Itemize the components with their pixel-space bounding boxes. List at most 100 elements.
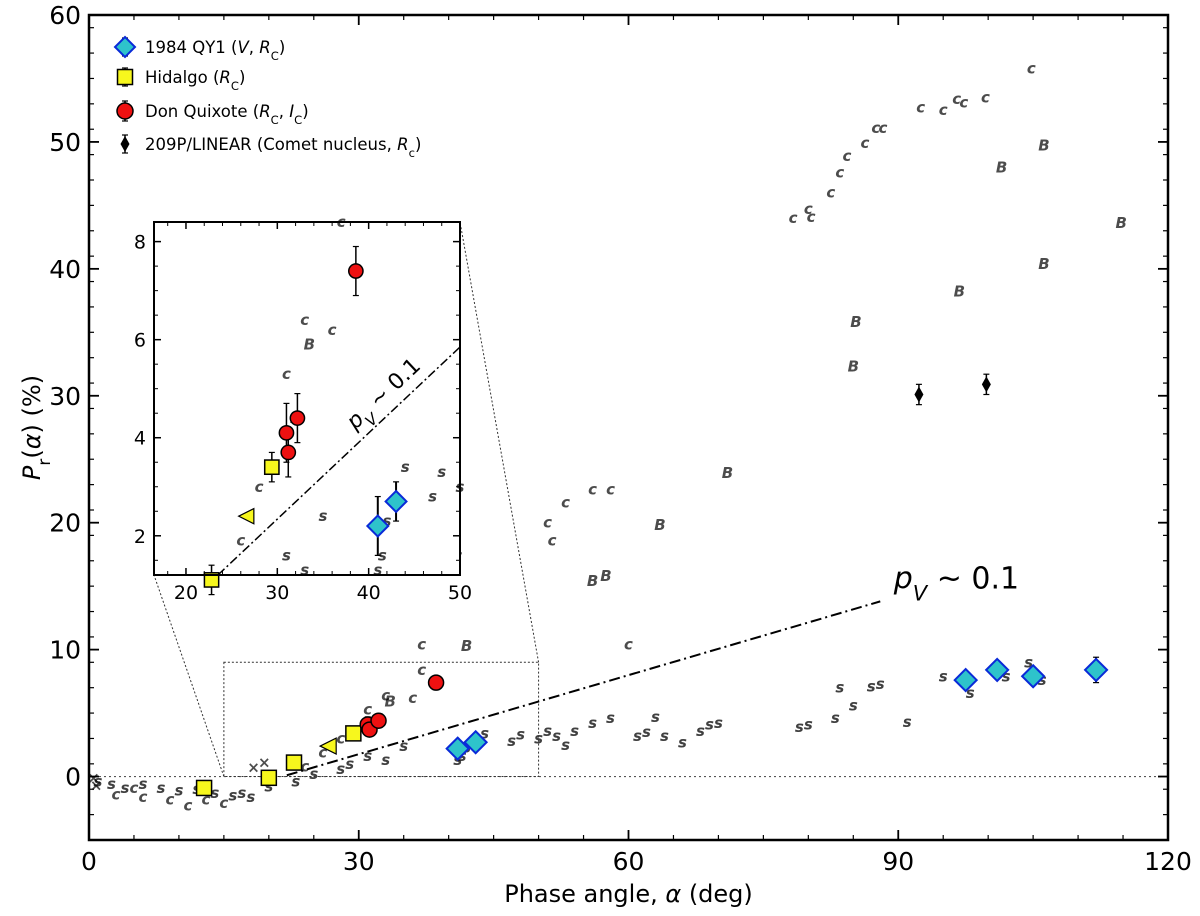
background-S-mark: s bbox=[606, 709, 615, 727]
background-C-mark: c bbox=[300, 757, 309, 775]
background-C-mark: c bbox=[835, 163, 844, 181]
background-x-mark: × bbox=[247, 759, 260, 777]
background-S-mark: s bbox=[876, 675, 885, 693]
background-C-mark: c bbox=[861, 134, 870, 152]
zoom-connector bbox=[153, 574, 225, 777]
background-C-mark: c bbox=[624, 636, 633, 654]
background-C-mark: c bbox=[300, 311, 309, 329]
inset-frame bbox=[153, 221, 461, 576]
background-S-mark: s bbox=[363, 747, 372, 765]
background-S-mark: s bbox=[804, 716, 813, 734]
background-S-mark: s bbox=[849, 696, 858, 714]
background-C-mark: c bbox=[255, 478, 264, 496]
main-points bbox=[195, 376, 1109, 797]
background-S-mark: s bbox=[714, 714, 723, 732]
background-B-mark: B bbox=[385, 693, 396, 711]
series-1-point bbox=[260, 769, 278, 787]
background-S-mark: s bbox=[795, 718, 804, 736]
background-C-mark: c bbox=[165, 790, 174, 808]
background-S-mark: s bbox=[210, 784, 219, 802]
series-1-point bbox=[345, 725, 362, 742]
background-S-mark: s bbox=[696, 722, 705, 740]
background-S-mark: s bbox=[138, 775, 147, 793]
background-B-mark: B bbox=[654, 516, 665, 534]
background-B-mark: B bbox=[304, 336, 315, 354]
background-C-mark: c bbox=[201, 790, 210, 808]
background-C-mark: c bbox=[219, 794, 228, 812]
background-S-mark: s bbox=[633, 727, 642, 745]
background-S-mark: s bbox=[336, 760, 345, 778]
background-x-mark: × bbox=[90, 776, 103, 794]
background-B-mark: B bbox=[954, 283, 965, 301]
legend-label-0: 1984 QY1 (V, RC) bbox=[145, 38, 285, 63]
background-S-mark: s bbox=[903, 713, 912, 731]
background-S-mark: s bbox=[309, 765, 318, 783]
background-C-mark: c bbox=[939, 101, 948, 119]
background-C-mark: c bbox=[548, 531, 557, 549]
background-S-mark: s bbox=[660, 727, 669, 745]
zoom-connector bbox=[459, 221, 540, 663]
background-C-mark: c bbox=[543, 514, 552, 532]
background-S-mark: s bbox=[480, 724, 489, 742]
y-tick-label: 20 bbox=[49, 509, 81, 538]
background-S-mark: s bbox=[228, 787, 237, 805]
background-C-mark: c bbox=[588, 481, 597, 499]
background-C-mark: c bbox=[236, 532, 245, 550]
legend-label-1: Hidalgo (RC) bbox=[145, 68, 245, 93]
inset-points bbox=[203, 263, 408, 588]
y-tick-label: 50 bbox=[49, 128, 81, 157]
series-0-point bbox=[384, 489, 408, 514]
background-C-mark: c bbox=[561, 493, 570, 511]
background-C-mark: c bbox=[807, 208, 816, 226]
series-4-point bbox=[318, 737, 337, 756]
inset-x-tick-label: 20 bbox=[174, 582, 198, 604]
series-1-point bbox=[263, 459, 280, 476]
series-2-point bbox=[289, 410, 306, 426]
background-S-mark: s bbox=[373, 561, 382, 579]
background-C-mark: c bbox=[843, 147, 852, 165]
background-S-mark: s bbox=[570, 722, 579, 740]
background-C-mark: c bbox=[328, 321, 337, 339]
series-0-point bbox=[365, 514, 390, 538]
background-S-mark: s bbox=[319, 507, 328, 525]
background-S-mark: s bbox=[107, 775, 116, 793]
background-S-mark: s bbox=[237, 784, 246, 802]
background-S-mark: s bbox=[966, 684, 975, 702]
background-x-mark: × bbox=[258, 754, 271, 772]
y-tick-label: 0 bbox=[65, 763, 81, 792]
background-C-mark: c bbox=[871, 119, 880, 137]
background-S-mark: s bbox=[246, 788, 255, 806]
series-0-point bbox=[463, 729, 489, 755]
main-lines: pV ~ 0.1 bbox=[89, 221, 1168, 778]
background-C-mark: c bbox=[183, 797, 192, 815]
background-B-mark: B bbox=[1038, 137, 1049, 155]
series-1-point bbox=[195, 779, 213, 797]
main-axes: 0 30 60 90 120 0 10 20 30 40 50 60 Phase angle, α (d… bbox=[18, 1, 1192, 908]
background-S-mark: s bbox=[1024, 653, 1033, 671]
x-tick-label: 120 bbox=[1144, 847, 1192, 876]
background-S-mark: s bbox=[399, 737, 408, 755]
background-S-mark: s bbox=[291, 773, 300, 791]
inset-x-tick-label: 50 bbox=[448, 582, 472, 604]
background-C-mark: c bbox=[1027, 59, 1036, 77]
background-S-mark: s bbox=[642, 723, 651, 741]
background-S-mark: s bbox=[516, 726, 525, 744]
pv-label: pV ~ 0.1 bbox=[893, 562, 1019, 606]
background-C-mark: c bbox=[804, 200, 813, 218]
background-C-mark: c bbox=[826, 184, 835, 202]
y-tick-label: 40 bbox=[49, 255, 81, 284]
inset-background bbox=[154, 222, 460, 575]
y-tick-label: 60 bbox=[49, 1, 81, 30]
background-S-mark: s bbox=[428, 488, 437, 506]
background-C-mark: c bbox=[952, 90, 961, 108]
background-C-mark: c bbox=[981, 89, 990, 107]
background-S-mark: s bbox=[867, 677, 876, 695]
background-S-mark: s bbox=[1002, 667, 1011, 685]
series-3-point bbox=[914, 386, 924, 403]
background-C-mark: c bbox=[112, 785, 121, 803]
background-C-mark: c bbox=[916, 99, 925, 117]
background-S-mark: s bbox=[705, 716, 714, 734]
background-B-mark: B bbox=[850, 313, 861, 331]
background-C-mark: c bbox=[363, 700, 372, 718]
